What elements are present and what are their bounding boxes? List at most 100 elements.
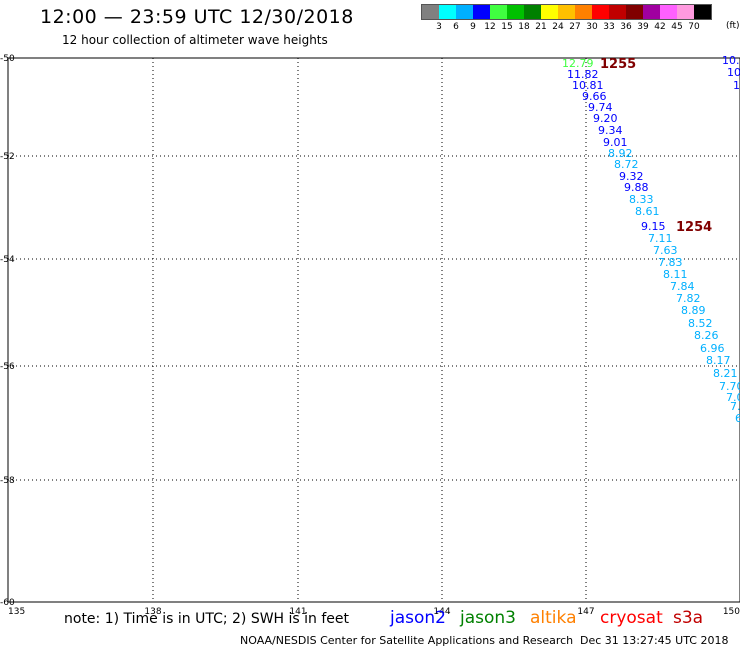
legend-label: 9 xyxy=(470,22,476,32)
wave-height-value: 9.32 xyxy=(619,170,644,183)
wave-height-value: 7.0 xyxy=(726,391,740,404)
legend-label: 3 xyxy=(436,22,442,32)
legend-swatch xyxy=(609,5,626,19)
legend-swatch xyxy=(456,5,473,19)
longitude-label: 135 xyxy=(8,607,25,617)
chart-subtitle: 12 hour collection of altimeter wave hei… xyxy=(62,33,328,47)
legend-label: 45 xyxy=(671,22,683,32)
wave-height-value: 7.82 xyxy=(676,292,701,305)
latitude-label: -54 xyxy=(0,255,15,265)
wave-height-value: 9.88 xyxy=(624,181,649,194)
latitude-label: -52 xyxy=(0,152,15,162)
wave-height-value: 7.11 xyxy=(648,232,673,245)
legend-label: 6 xyxy=(453,22,459,32)
wave-height-value: 10.9 xyxy=(722,54,740,67)
longitude-label: 150 xyxy=(723,607,740,617)
legend-label: 36 xyxy=(620,22,632,32)
pass-labels: 1255 1254 xyxy=(600,57,712,235)
wave-height-value: 10.81 xyxy=(572,79,604,92)
wave-height-value: 8.61 xyxy=(635,205,660,218)
longitude-label: 144 xyxy=(433,607,450,617)
legend-labels: 3 6 9 12 15 18 21 24 27 30 33 36 39 42 45 70 xyxy=(421,20,712,34)
satellite-s3a: s3a xyxy=(673,608,704,628)
legend-swatch xyxy=(592,5,609,19)
legend-label: 39 xyxy=(637,22,649,32)
satellite-jason3: jason3 xyxy=(460,608,516,628)
wave-height-value: 8.33 xyxy=(629,193,654,206)
wave-height-value: 9.34 xyxy=(598,124,623,137)
legend-swatch xyxy=(524,5,541,19)
wave-height-value: 7. xyxy=(730,400,740,413)
wave-height-value: 8.89 xyxy=(681,304,706,317)
wave-height-value: 10 xyxy=(727,66,740,79)
latitude-label: -56 xyxy=(0,362,15,372)
legend-label: 21 xyxy=(535,22,547,32)
legend-swatch xyxy=(490,5,507,19)
satellite-altika: altika xyxy=(530,608,577,628)
color-legend: 3 6 9 12 15 18 21 24 27 30 33 36 39 42 45 70 xyxy=(421,4,712,34)
legend-swatch xyxy=(694,5,711,19)
wave-height-value: 8.52 xyxy=(688,317,713,330)
legend-swatches xyxy=(421,4,712,20)
wave-height-value: 7.63 xyxy=(653,244,678,257)
chart-title: 12:00 — 23:59 UTC 12/30/2018 xyxy=(40,6,354,28)
footer-note: note: 1) Time is in UTC; 2) SWH is in fe… xyxy=(64,611,350,627)
legend-swatch xyxy=(473,5,490,19)
wave-height-value: 9.01 xyxy=(603,136,628,149)
wave-height-value: 1 xyxy=(733,79,740,92)
wave-height-value: 7.84 xyxy=(670,280,695,293)
wave-height-value: 9.20 xyxy=(593,112,618,125)
legend-swatch xyxy=(541,5,558,19)
pass-number-label: 1255 xyxy=(600,57,636,72)
latitude-label: -58 xyxy=(0,476,15,486)
wave-height-value: 7.83 xyxy=(658,256,683,269)
legend-swatch xyxy=(558,5,575,19)
wave-height-value: 6 xyxy=(735,412,740,425)
wave-height-value: 8.11 xyxy=(663,268,688,281)
legend-swatch xyxy=(677,5,694,19)
satellite-cryosat: cryosat xyxy=(600,608,663,628)
legend-unit: (ft) xyxy=(726,21,740,31)
latitude-labels: -50 -52 -54 -56 -58 -60 xyxy=(0,54,15,608)
legend-label: 24 xyxy=(552,22,564,32)
pass-number-label: 1254 xyxy=(676,220,712,235)
wave-height-value: 7.70 xyxy=(719,380,740,393)
wave-height-value: 12.79 xyxy=(562,57,594,70)
wave-height-value: 8.17 xyxy=(706,354,731,367)
plot-frame xyxy=(7,57,740,603)
wave-height-value: 11.82 xyxy=(567,68,599,81)
graticule xyxy=(8,58,740,602)
wave-height-value: 8.72 xyxy=(614,158,639,171)
wave-height-value: 8.21 xyxy=(713,367,738,380)
wave-height-value: 9.74 xyxy=(588,101,613,114)
wave-height-value: 9.66 xyxy=(582,90,607,103)
legend-swatch xyxy=(626,5,643,19)
longitude-label: 141 xyxy=(289,607,306,617)
latitude-label: -50 xyxy=(0,54,15,64)
legend-swatch xyxy=(422,5,439,19)
longitude-label: 138 xyxy=(144,607,161,617)
legend-label: 18 xyxy=(518,22,530,32)
satellite-jason2: jason2 xyxy=(390,608,446,628)
generated-timestamp: Dec 31 13:27:45 UTC 2018 xyxy=(580,634,729,647)
legend-label: 33 xyxy=(603,22,615,32)
credit-line: NOAA/NESDIS Center for Satellite Applica… xyxy=(240,634,574,647)
wave-height-value: 9.15 xyxy=(641,220,666,233)
legend-swatch xyxy=(575,5,592,19)
latitude-label: -60 xyxy=(0,598,15,608)
legend-swatch xyxy=(507,5,524,19)
legend-swatch xyxy=(660,5,677,19)
legend-label: 42 xyxy=(654,22,666,32)
legend-label: 30 xyxy=(586,22,598,32)
longitude-label: 147 xyxy=(577,607,594,617)
legend-label: 12 xyxy=(484,22,496,32)
legend-label: 27 xyxy=(569,22,581,32)
wave-readings: 12.7911.8210.819.669.749.209.349.018.928… xyxy=(562,54,740,425)
wave-height-value: 8.92 xyxy=(608,147,633,160)
wave-height-value: 8.26 xyxy=(694,329,719,342)
legend-swatch xyxy=(439,5,456,19)
legend-label: 70 xyxy=(688,22,700,32)
wave-height-value: 6.96 xyxy=(700,342,725,355)
legend-swatch xyxy=(643,5,660,19)
